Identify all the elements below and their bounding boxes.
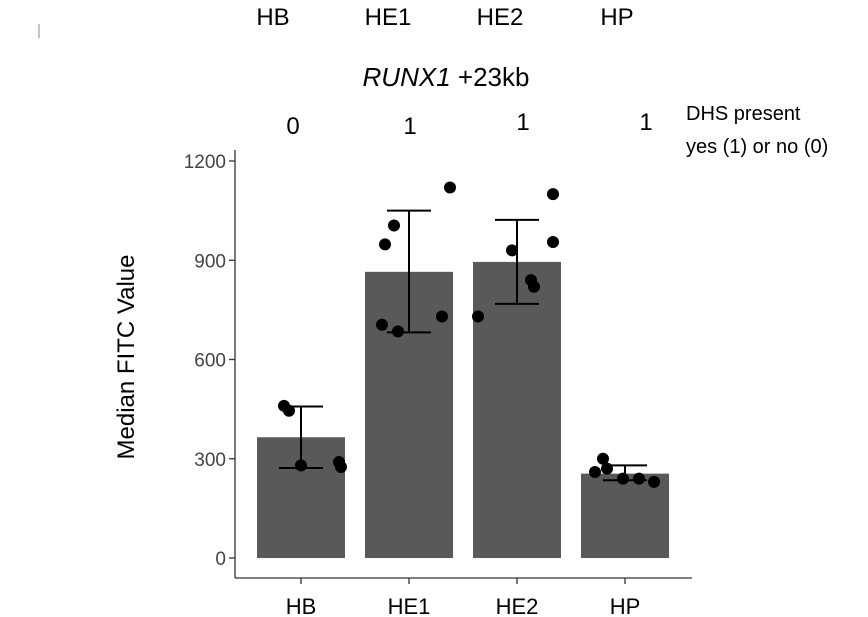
top-label-he1: HE1 xyxy=(365,4,412,31)
data-point xyxy=(648,475,660,488)
data-point xyxy=(392,325,404,338)
x-ticks: HB HE1 HE2 HP xyxy=(286,578,641,617)
chart-title: RUNX1 +23kb xyxy=(363,62,530,92)
data-point xyxy=(379,238,391,251)
data-point xyxy=(436,310,448,323)
data-point xyxy=(528,280,540,293)
data-point xyxy=(601,462,613,475)
y-tick-label: 900 xyxy=(194,251,226,272)
x-tick-label-hp: HP xyxy=(610,594,641,617)
data-point xyxy=(617,472,629,485)
data-point xyxy=(597,452,609,465)
dhs-note-line2: yes (1) or no (0) xyxy=(686,136,828,158)
y-tick-label: 300 xyxy=(194,450,226,471)
data-point xyxy=(506,244,518,257)
data-point xyxy=(472,310,484,323)
points-he2 xyxy=(472,188,559,323)
y-tick-label: 1200 xyxy=(184,152,226,173)
points-he1 xyxy=(376,181,456,338)
points-hb xyxy=(278,399,347,474)
y-ticks: 0 300 600 900 1200 xyxy=(184,152,235,570)
y-tick-label: 600 xyxy=(194,351,226,372)
top-labels: HB HE1 HE2 HP xyxy=(256,4,633,31)
data-point xyxy=(388,219,400,232)
top-label-hp: HP xyxy=(600,4,633,31)
dhs-value-hp: 1 xyxy=(639,109,652,136)
dhs-note-line1: DHS present xyxy=(686,103,801,125)
x-tick-label-hb: HB xyxy=(286,594,317,617)
data-point xyxy=(633,472,645,485)
data-point xyxy=(376,318,388,331)
top-label-hb: HB xyxy=(256,4,289,31)
y-axis-label: Median FITC Value xyxy=(113,255,140,460)
data-point xyxy=(547,188,559,201)
data-point xyxy=(335,461,347,474)
data-point xyxy=(444,181,456,194)
dhs-values: 0 1 1 1 xyxy=(286,109,652,140)
dhs-value-he1: 1 xyxy=(403,113,416,140)
x-tick-label-he2: HE2 xyxy=(496,594,539,617)
bar-he2 xyxy=(473,261,561,558)
bars xyxy=(257,261,669,558)
data-point xyxy=(283,404,295,417)
points-hp xyxy=(589,452,660,488)
dhs-value-hb: 0 xyxy=(286,113,299,140)
y-tick-label: 0 xyxy=(215,549,226,570)
data-point xyxy=(589,465,601,478)
data-points xyxy=(278,181,660,488)
dhs-value-he2: 1 xyxy=(516,109,529,136)
x-tick-label-he1: HE1 xyxy=(388,594,431,617)
data-point xyxy=(295,459,307,472)
top-label-he2: HE2 xyxy=(477,4,524,31)
data-point xyxy=(547,236,559,249)
error-bar-he2 xyxy=(495,218,539,305)
